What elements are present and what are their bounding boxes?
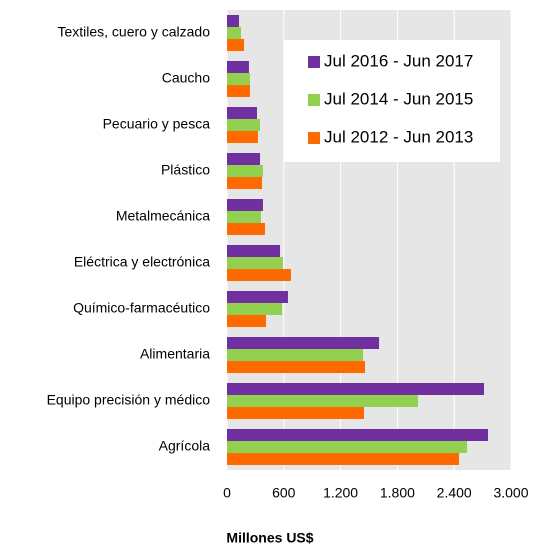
bar [227, 349, 364, 361]
bar [227, 61, 249, 73]
bar [227, 107, 258, 119]
y-tick-label: Metalmecánica [116, 208, 210, 224]
bar [227, 453, 460, 465]
bar [227, 383, 485, 395]
y-tick-label: Eléctrica y electrónica [74, 254, 210, 270]
y-tick-label: Caucho [162, 70, 210, 86]
y-tick-label: Pecuario y pesca [103, 116, 211, 132]
y-tick-label: Textiles, cuero y calzado [57, 24, 210, 40]
bar [227, 223, 265, 235]
legend-swatch [308, 94, 320, 106]
x-tick-label: 600 [272, 485, 296, 501]
x-tick-label: 1.800 [380, 485, 415, 501]
y-tick-label: Alimentaria [140, 346, 210, 362]
bar [227, 429, 488, 441]
bar [227, 361, 366, 373]
bar [227, 441, 467, 453]
bar [227, 315, 267, 327]
x-tick-label: 2.400 [437, 485, 472, 501]
bar [227, 303, 283, 315]
y-tick-label: Plástico [161, 162, 210, 178]
y-tick-label: Agrícola [159, 438, 211, 454]
bar [227, 395, 418, 407]
bar [227, 257, 283, 269]
bar [227, 211, 261, 223]
legend-label: Jul 2014 - Jun 2015 [324, 89, 473, 108]
legend-swatch [308, 132, 320, 144]
y-tick-label: Equipo precisión y médico [47, 392, 211, 408]
legend-label: Jul 2016 - Jun 2017 [324, 51, 473, 70]
bar [227, 407, 364, 419]
bar [227, 39, 245, 51]
legend-swatch [308, 56, 320, 68]
bar [227, 73, 251, 85]
legend-label: Jul 2012 - Jun 2013 [324, 127, 473, 146]
bar [227, 177, 263, 189]
bar [227, 131, 258, 143]
bar [227, 291, 288, 303]
x-tick-label: 0 [223, 485, 231, 501]
bar [227, 337, 380, 349]
bar [227, 269, 291, 281]
x-tick-label: 1.200 [323, 485, 358, 501]
x-tick-label: 3.000 [493, 485, 528, 501]
y-tick-label: Químico-farmacéutico [73, 300, 210, 316]
bar [227, 15, 240, 27]
bar [227, 27, 242, 39]
bar [227, 85, 251, 97]
bar [227, 245, 281, 257]
bar [227, 199, 263, 211]
bar [227, 165, 263, 177]
bar [227, 119, 261, 131]
bar [227, 153, 261, 165]
x-axis-label: Millones US$ [226, 530, 313, 546]
